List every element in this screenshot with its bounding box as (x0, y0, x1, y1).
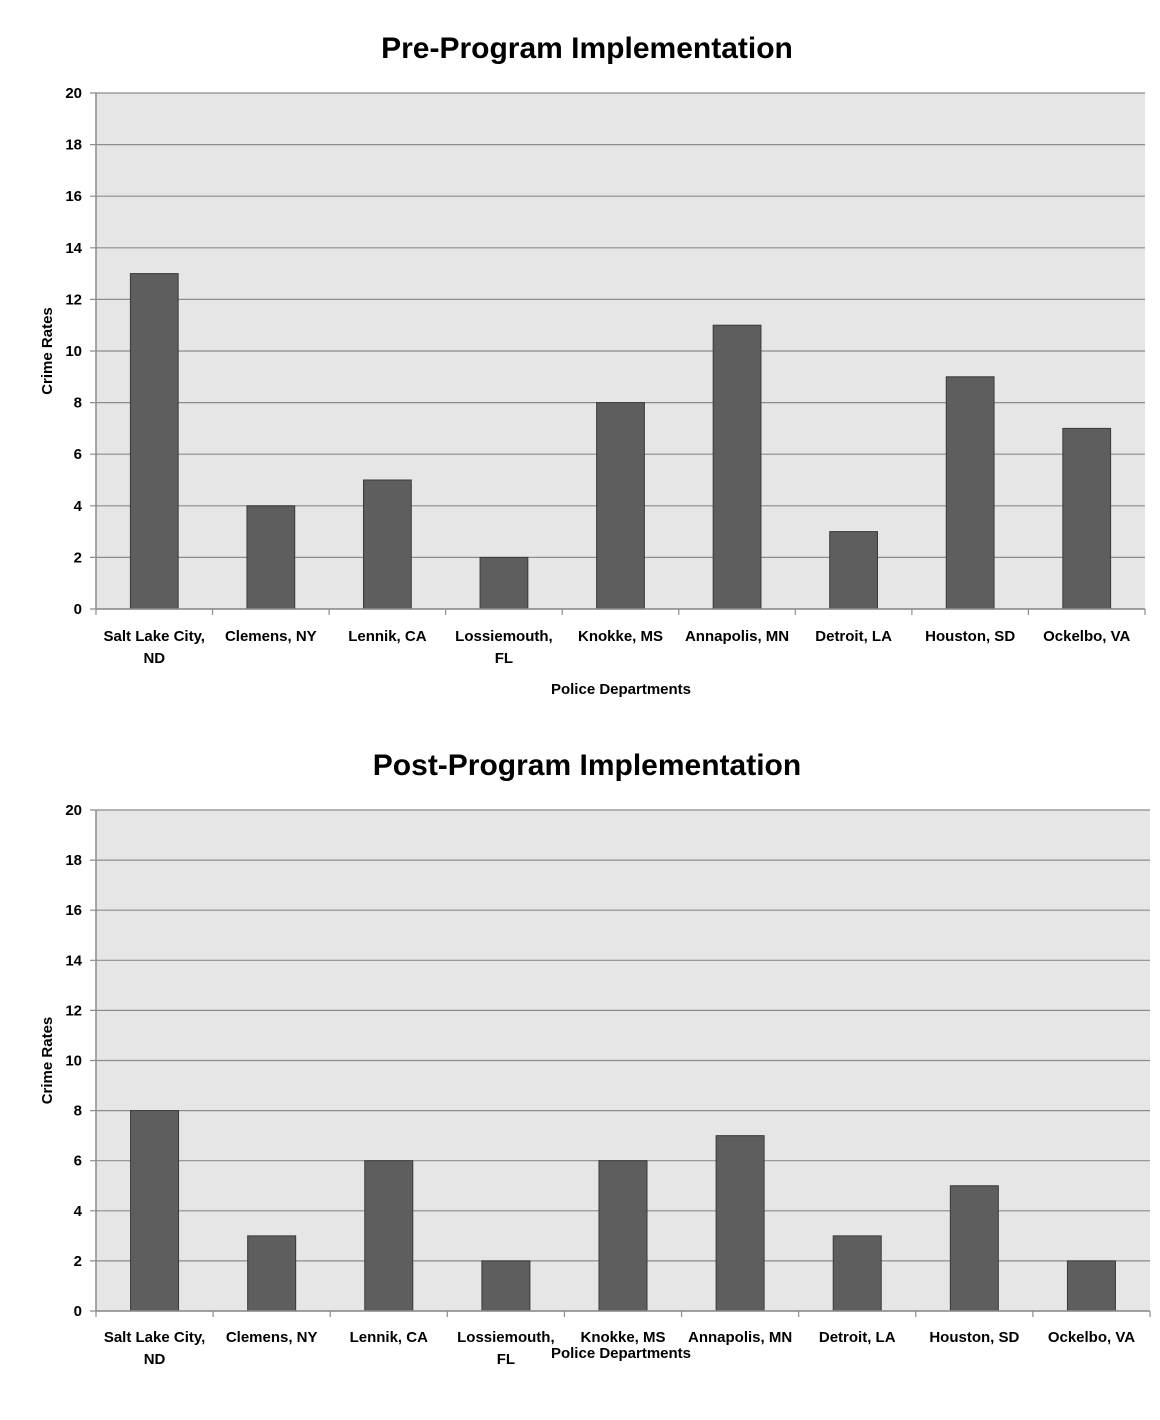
post-y-tick-label: 10 (65, 1053, 82, 1070)
pre-y-tick-label: 20 (65, 85, 82, 102)
pre-y-tick-label: 18 (65, 137, 82, 154)
post-bar (364, 1160, 414, 1312)
post-bar (949, 1185, 999, 1312)
post-y-tick-label: 4 (74, 1203, 83, 1220)
pre-category-label: Lennik, CA (348, 628, 427, 645)
post-y-tick-label: 12 (65, 1002, 82, 1019)
pre-bar (829, 531, 879, 610)
pre-bar (479, 556, 529, 610)
post-bar (832, 1235, 882, 1312)
post-bar (598, 1160, 648, 1312)
post-y-tick-label: 16 (65, 902, 82, 919)
post-category-label: Annapolis, MN (688, 1329, 792, 1346)
pre-y-tick-label: 10 (65, 343, 82, 360)
pre-y-axis-label: Crime Rates (39, 307, 56, 395)
pre-bar (712, 324, 762, 610)
post-bar (715, 1135, 765, 1312)
post-program-chart: Post-Program Implementation 0 2 4 6 8 10 12 14 16… (39, 749, 1151, 1368)
pre-category-label: Knokke, MS (578, 628, 663, 645)
pre-category-label: Ockelbo, VA (1043, 628, 1130, 645)
post-y-tick-label: 18 (65, 852, 82, 869)
post-y-tick-label: 8 (74, 1103, 82, 1120)
pre-bar (362, 479, 412, 610)
pre-bar (129, 273, 179, 610)
post-bar (247, 1235, 297, 1312)
post-category-label: Clemens, NY (226, 1329, 318, 1346)
post-chart-title: Post-Program Implementation (373, 749, 801, 782)
post-y-axis-label: Crime Rates (39, 1017, 56, 1105)
pre-y-tick-label: 0 (74, 601, 82, 618)
pre-y-tick-label: 8 (74, 395, 82, 412)
post-y-tick-label: 20 (65, 802, 82, 819)
pre-category-label: Clemens, NY (225, 628, 317, 645)
pre-bar (1062, 427, 1112, 610)
post-category-label: Knokke, MS (580, 1329, 665, 1346)
post-y-tick-label: 0 (74, 1303, 82, 1320)
post-y-tick-label: 14 (65, 952, 82, 969)
post-category-label: Lennik, CA (350, 1329, 429, 1346)
pre-y-tick-label: 12 (65, 291, 82, 308)
pre-chart-title: Pre-Program Implementation (381, 32, 793, 65)
pre-bar (246, 505, 296, 610)
pre-y-tick-label: 2 (74, 549, 82, 566)
post-bar (481, 1260, 531, 1312)
pre-category-label: Detroit, LA (815, 628, 892, 645)
pre-y-tick-label: 6 (74, 446, 82, 463)
pre-category-label: Houston, SD (925, 628, 1015, 645)
pre-y-tick-label: 4 (74, 498, 83, 515)
pre-category-label: Lossiemouth, FL (455, 628, 553, 667)
post-y-tick-label: 2 (74, 1253, 82, 1270)
post-y-tick-label: 6 (74, 1153, 82, 1170)
pre-category-label: Salt Lake City, ND (104, 628, 205, 667)
post-category-label: Lossiemouth, FL (457, 1329, 555, 1368)
pre-bar (596, 402, 645, 610)
post-bar (1066, 1260, 1116, 1312)
pre-category-label: Annapolis, MN (685, 628, 789, 645)
post-x-axis-label: Police Departments (551, 1345, 691, 1362)
post-bar (130, 1110, 180, 1312)
post-category-label: Salt Lake City, ND (104, 1329, 205, 1368)
post-category-label: Ockelbo, VA (1048, 1329, 1135, 1346)
pre-y-tick-label: 14 (65, 240, 82, 257)
post-category-label: Detroit, LA (819, 1329, 896, 1346)
post-category-label: Houston, SD (929, 1329, 1019, 1346)
pre-bar (945, 376, 995, 610)
pre-y-tick-label: 16 (65, 188, 82, 205)
pre-x-axis-label: Police Departments (551, 681, 691, 698)
pre-program-chart: Pre-Program Implementation 0 2 4 6 8 10 12 14 16 1… (39, 32, 1146, 698)
